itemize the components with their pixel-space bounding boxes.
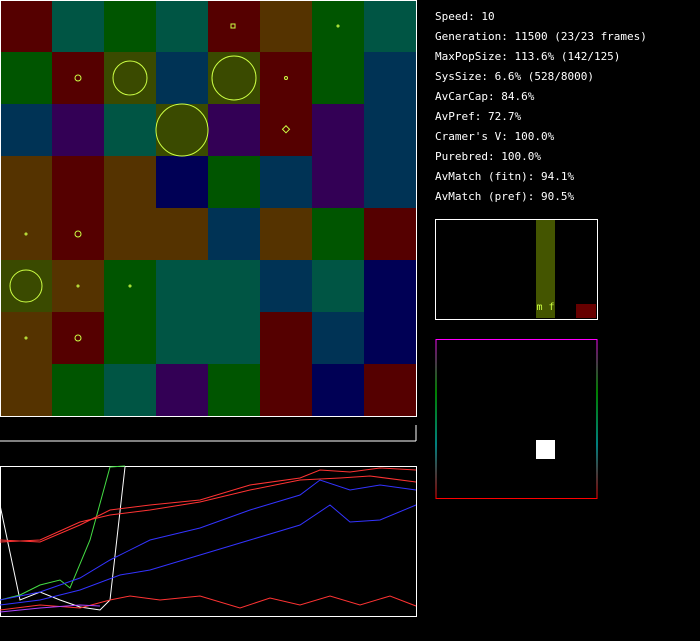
- grid-cell: [52, 104, 104, 156]
- histogram-label: m f: [536, 302, 554, 313]
- grid-cell: [364, 104, 416, 156]
- stat-line: AvMatch (fitn): 94.1%: [435, 170, 574, 183]
- stat-line: Purebred: 100.0%: [435, 150, 541, 163]
- grid-cell: [52, 52, 104, 104]
- grid-cell: [156, 208, 208, 260]
- grid-cell: [104, 52, 156, 104]
- grid-cell: [312, 156, 364, 208]
- grid-cell: [260, 0, 312, 52]
- grid-cell: [260, 312, 312, 364]
- grid-cell: [104, 364, 156, 416]
- grid-cell: [364, 0, 416, 52]
- grid-cell: [364, 52, 416, 104]
- grid-cell: [260, 208, 312, 260]
- histogram-frame: [435, 219, 598, 320]
- grid-cell: [208, 260, 260, 312]
- grid-cell: [104, 104, 156, 156]
- grid-cell: [364, 364, 416, 416]
- world-grid: [0, 0, 416, 416]
- grid-cell: [312, 260, 364, 312]
- grid-cell: [208, 312, 260, 364]
- stat-line: AvMatch (pref): 90.5%: [435, 190, 574, 203]
- grid-cell: [208, 52, 260, 104]
- grid-cell: [52, 156, 104, 208]
- grid-cell: [260, 364, 312, 416]
- stat-line: AvPref: 72.7%: [435, 110, 521, 123]
- grid-cell: [104, 260, 156, 312]
- histogram-bar: [536, 220, 555, 318]
- grid-cell: [156, 312, 208, 364]
- grid-cell: [156, 52, 208, 104]
- grid-cell: [260, 104, 312, 156]
- grid-cell: [104, 208, 156, 260]
- grid-cell: [312, 312, 364, 364]
- grid-cell: [260, 260, 312, 312]
- grid-cell: [260, 52, 312, 104]
- grid-cell: [52, 208, 104, 260]
- grid-cell: [208, 364, 260, 416]
- grid-cell: [312, 208, 364, 260]
- grid-cell: [52, 312, 104, 364]
- stats-panel: Speed: 10 Generation: 11500 (23/23 frames…: [435, 10, 647, 203]
- history-lines: [0, 465, 417, 613]
- grid-cell: [0, 260, 52, 312]
- grid-cell: [156, 104, 208, 156]
- stat-line: AvCarCap: 84.6%: [435, 90, 535, 103]
- grid-cell: [208, 0, 260, 52]
- grid-cell: [104, 0, 156, 52]
- grid-cell: [0, 0, 52, 52]
- grid-cell: [156, 260, 208, 312]
- grid-cell: [52, 260, 104, 312]
- grid-cell: [104, 156, 156, 208]
- grid-cell: [260, 156, 312, 208]
- grid-cell: [208, 208, 260, 260]
- histogram-bar: [576, 304, 596, 318]
- preference-point: [536, 440, 555, 459]
- stat-line: MaxPopSize: 113.6% (142/125): [435, 50, 620, 63]
- grid-border: [0, 0, 417, 417]
- grid-cell: [0, 156, 52, 208]
- grid-cell: [52, 364, 104, 416]
- grid-cell: [364, 260, 416, 312]
- stat-line: SysSize: 6.6% (528/8000): [435, 70, 594, 83]
- grid-cell: [312, 0, 364, 52]
- grid-cell: [364, 312, 416, 364]
- stat-line: Speed: 10: [435, 10, 495, 23]
- grid-cell: [364, 208, 416, 260]
- grid-cell: [0, 364, 52, 416]
- grid-cell: [156, 156, 208, 208]
- grid-cell: [0, 52, 52, 104]
- grid-cell: [156, 0, 208, 52]
- stat-line: Generation: 11500 (23/23 frames): [435, 30, 647, 43]
- grid-cell: [364, 156, 416, 208]
- grid-cell: [104, 312, 156, 364]
- grid-cell: [312, 104, 364, 156]
- grid-cell: [312, 364, 364, 416]
- organisms: [9, 23, 340, 342]
- stat-line: Cramer's V: 100.0%: [435, 130, 555, 143]
- preference-map: [435, 339, 598, 499]
- grid-cell: [312, 52, 364, 104]
- grid-cell: [156, 364, 208, 416]
- grid-cell: [208, 156, 260, 208]
- grid-cell: [0, 312, 52, 364]
- grid-cell: [208, 104, 260, 156]
- grid-cell: [0, 208, 52, 260]
- grid-cell: [0, 104, 52, 156]
- grid-cell: [52, 0, 104, 52]
